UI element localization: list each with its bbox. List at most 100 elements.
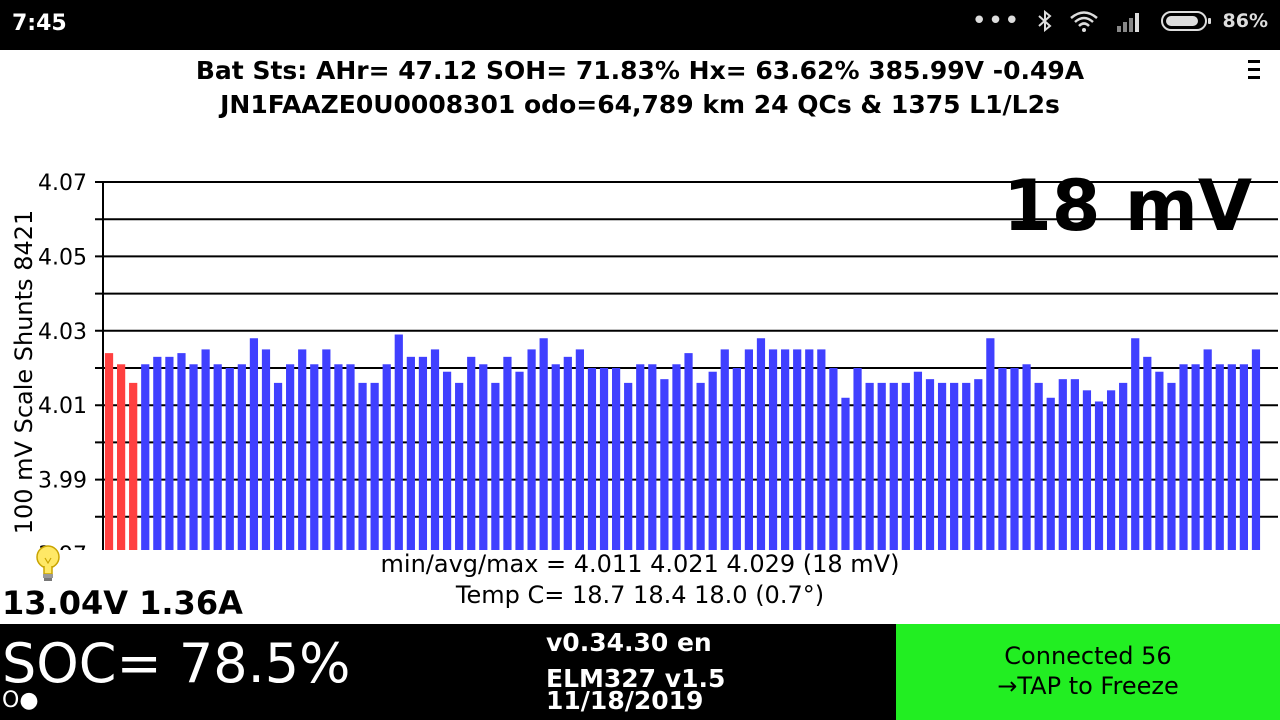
cell-bar-90	[1179, 364, 1188, 550]
build-date: 11/18/2019	[546, 686, 704, 715]
cell-bar-86	[1131, 338, 1140, 550]
cell-bar-12	[237, 364, 246, 550]
soc-marker: O●	[2, 688, 39, 713]
cell-bar-69	[925, 379, 935, 550]
cell-bar-24	[382, 364, 391, 550]
cell-bar-80	[1058, 379, 1067, 550]
cell-bar-67	[901, 382, 910, 550]
cell-bar-36	[527, 349, 536, 550]
bottom-bar: SOC= 78.5% O● v0.34.30 en ELM327 v1.5 11…	[0, 624, 1280, 720]
status-icons: ••• 86%	[972, 8, 1269, 34]
cell-bar-19	[322, 349, 331, 550]
cell-bar-15	[273, 382, 283, 550]
cell-bar-89	[1167, 382, 1176, 550]
cell-bar-76	[1010, 368, 1019, 550]
cell-bar-94	[1227, 364, 1236, 550]
cell-bar-18	[310, 364, 319, 550]
cell-bar-40	[575, 349, 584, 550]
status-time: 7:45	[12, 11, 67, 36]
cell-bar-71	[950, 382, 959, 550]
cell-bar-50	[696, 382, 705, 550]
cell-bar-37	[539, 338, 548, 550]
cell-bar-35	[515, 371, 524, 550]
y-tick-label: 4.03	[38, 320, 87, 345]
cell-bar-73	[974, 379, 983, 550]
cell-bar-33	[491, 382, 500, 550]
cell-bar-62	[841, 397, 850, 550]
cell-bar-38	[551, 364, 560, 550]
cell-bar-60	[817, 349, 826, 550]
cell-bar-91	[1191, 364, 1200, 550]
menu-icon[interactable]	[1248, 60, 1260, 82]
cell-bar-96	[1251, 349, 1261, 550]
cell-bar-61	[829, 368, 838, 550]
signal-icon	[1116, 13, 1139, 32]
cell-voltage-chart: 4.074.054.034.013.993.97 110203040506070…	[10, 165, 1278, 550]
cell-bar-70	[937, 382, 947, 550]
y-tick-label: 4.05	[38, 245, 87, 270]
lightbulb-icon[interactable]	[34, 544, 62, 586]
y-tick-label: 3.97	[38, 543, 87, 550]
cell-bar-54	[744, 349, 754, 550]
cell-bar-72	[962, 382, 971, 550]
wifi-icon	[1069, 11, 1098, 32]
app-version: v0.34.30 en	[546, 628, 712, 657]
y-axis-label: 100 mV Scale Shunts 8421	[10, 210, 38, 535]
cell-bar-88	[1155, 371, 1164, 550]
tap-to-freeze: →TAP to Freeze	[997, 672, 1179, 700]
cell-bar-21	[346, 364, 355, 550]
cell-bar-44	[624, 382, 633, 550]
cell-bar-43	[611, 368, 621, 550]
cell-bar-93	[1215, 364, 1224, 550]
cell-bar-68	[913, 371, 923, 550]
cell-bar-5	[153, 356, 162, 550]
y-tick-label: 3.99	[38, 469, 87, 494]
cell-bar-75	[998, 368, 1007, 550]
cell-bar-84	[1106, 390, 1116, 550]
cell-bar-32	[479, 364, 488, 550]
cell-bar-66	[889, 382, 898, 550]
cell-bar-64	[865, 382, 874, 550]
status-bar: 7:45 ••• 86%	[0, 0, 1280, 50]
cell-bar-41	[587, 368, 597, 550]
cell-bar-3	[129, 382, 138, 550]
cell-bar-7	[177, 353, 186, 550]
cell-bar-63	[853, 368, 862, 550]
cell-bar-30	[455, 382, 464, 550]
cell-bar-6	[165, 356, 174, 550]
soc-readout: SOC= 78.5%	[2, 632, 351, 695]
cell-bar-20	[334, 364, 343, 550]
cell-bar-57	[781, 349, 790, 550]
cell-bar-39	[563, 356, 572, 550]
cell-bar-1	[104, 353, 114, 550]
main-panel[interactable]: Bat Sts: AHr= 47.12 SOH= 71.83% Hx= 63.6…	[0, 50, 1280, 624]
cell-bar-14	[261, 349, 271, 550]
cell-bar-58	[793, 349, 802, 550]
cell-bar-87	[1143, 356, 1152, 550]
cell-bar-82	[1082, 390, 1092, 550]
cell-bar-9	[201, 349, 210, 550]
cell-bar-45	[636, 364, 645, 550]
cell-bar-4	[141, 364, 150, 550]
cell-bar-31	[467, 356, 476, 550]
cell-bar-2	[117, 364, 126, 550]
cell-bar-16	[286, 364, 295, 550]
cell-bar-29	[442, 371, 452, 550]
min-avg-max: min/avg/max = 4.011 4.021 4.029 (18 mV)	[380, 550, 900, 578]
cell-bar-22	[358, 382, 367, 550]
cell-bar-23	[370, 382, 379, 550]
cell-bar-8	[189, 364, 198, 550]
cell-bar-78	[1034, 382, 1043, 550]
battery-percent: 86%	[1222, 10, 1268, 32]
cell-bar-85	[1119, 382, 1128, 550]
cell-bar-25	[394, 334, 403, 550]
cell-bar-55	[756, 338, 766, 550]
cell-bar-59	[805, 349, 814, 550]
cell-bar-81	[1070, 379, 1079, 550]
cell-bar-95	[1239, 364, 1248, 550]
cell-bar-27	[418, 356, 428, 550]
connect-button[interactable]: Connected 56 →TAP to Freeze	[896, 624, 1280, 720]
cell-bar-74	[986, 338, 995, 550]
cell-bar-56	[768, 349, 778, 550]
temperature-line: Temp C= 18.7 18.4 18.0 (0.7°)	[455, 581, 825, 609]
